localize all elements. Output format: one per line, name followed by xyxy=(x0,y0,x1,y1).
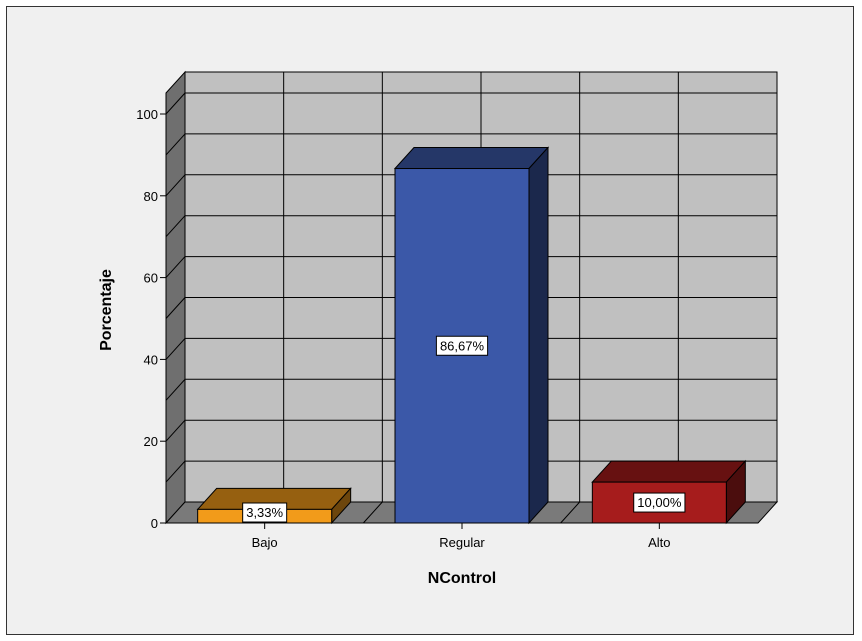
minor-side-gridline-1 xyxy=(165,378,186,401)
side-gridline-4 xyxy=(165,174,186,197)
minor-side-gridline-0 xyxy=(165,460,186,483)
floor-divider-1 xyxy=(362,501,383,524)
x-tick-label-bajo: Bajo xyxy=(252,535,278,550)
y-axis-title: Porcentaje xyxy=(98,269,115,351)
minor-side-gridline-3 xyxy=(165,215,186,238)
x-tick-label-regular: Regular xyxy=(439,535,485,550)
data-label-box xyxy=(435,335,489,356)
x-tick-label-alto: Alto xyxy=(648,535,670,550)
y-axis: 0 20 40 60 80 100 xyxy=(136,93,167,531)
bar-top xyxy=(393,147,550,170)
data-label-bajo: 3,33% xyxy=(242,502,288,523)
data-label-text: 3,33% xyxy=(246,505,283,520)
y-tick-label-80: 80 xyxy=(144,189,158,204)
minor-side-gridline-2 xyxy=(165,297,186,319)
y-tick-label-60: 60 xyxy=(144,271,158,286)
minor-side-gridline-4 xyxy=(165,133,186,156)
data-label-box xyxy=(633,492,686,513)
y-tick-label-20: 20 xyxy=(144,434,158,449)
side-gridline-2 xyxy=(165,338,186,360)
side-gridline-5 xyxy=(165,92,186,115)
data-label-regular: 86,67% xyxy=(435,335,489,356)
bar-top xyxy=(591,460,747,483)
y-tick-label-0: 0 xyxy=(151,516,158,531)
side-wall xyxy=(165,70,186,525)
data-labels: 3,33% 86,67% 10,00% xyxy=(242,335,686,523)
side-gridline-3 xyxy=(165,256,186,278)
data-label-alto: 10,00% xyxy=(633,492,686,513)
data-label-text: 86,67% xyxy=(440,338,485,353)
data-label-text: 10,00% xyxy=(637,495,682,510)
data-label-box xyxy=(242,502,288,523)
x-axis-title: NControl xyxy=(428,570,496,587)
bar-regular xyxy=(393,146,550,525)
bar-side xyxy=(528,146,549,525)
side-gridline-1 xyxy=(165,419,186,442)
y-tick-label-40: 40 xyxy=(144,352,158,367)
y-tick-label-100: 100 xyxy=(136,107,158,122)
floor-divider-2 xyxy=(560,501,581,524)
x-axis: Bajo Regular Alto xyxy=(166,522,758,550)
bar-alto xyxy=(591,459,747,525)
